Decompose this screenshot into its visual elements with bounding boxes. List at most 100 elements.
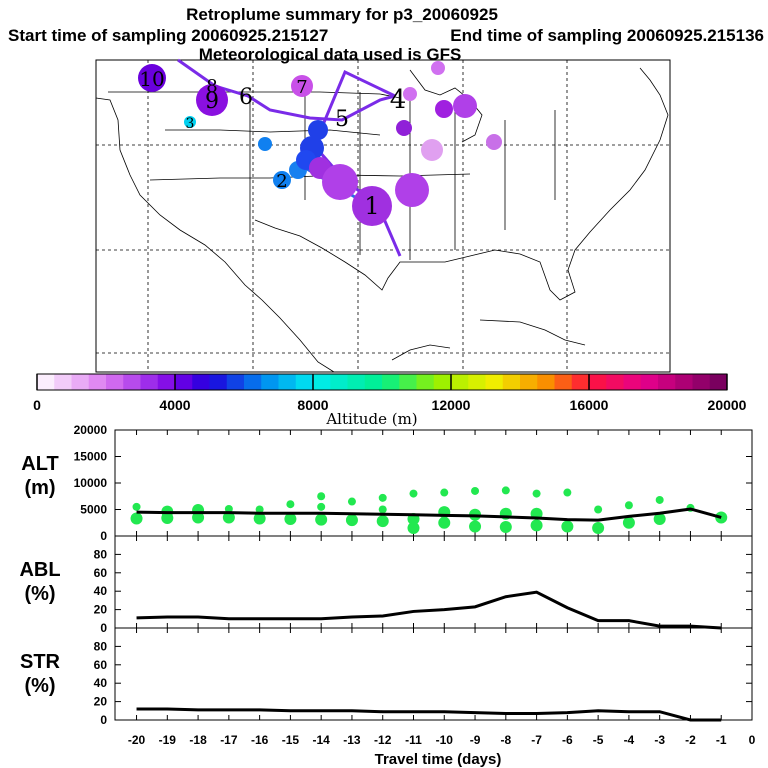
x-tick-label: -10 bbox=[436, 733, 454, 747]
scatter-point bbox=[438, 516, 451, 529]
colorbar-cell bbox=[416, 374, 435, 390]
colorbar-cell bbox=[433, 374, 452, 390]
y-tick-label: 80 bbox=[94, 639, 108, 653]
plume-circle bbox=[431, 61, 445, 75]
plume-circle bbox=[352, 186, 392, 226]
x-tick-label: -9 bbox=[470, 733, 481, 747]
plume-circle bbox=[421, 139, 443, 161]
x-tick-label: -12 bbox=[374, 733, 392, 747]
panel-ylabel: ABL bbox=[19, 559, 60, 581]
colorbar: 0 4000 8000 12000 16000 20000 Altitude (m) bbox=[33, 373, 747, 428]
scatter-point bbox=[284, 513, 297, 526]
scatter-point bbox=[192, 511, 205, 524]
colorbar-cell bbox=[157, 374, 176, 390]
panel-frame bbox=[114, 535, 753, 629]
scatter-point bbox=[409, 489, 418, 498]
colorbar-cell bbox=[485, 374, 504, 390]
plume-markers bbox=[138, 61, 502, 226]
plume-circle bbox=[258, 137, 272, 151]
plume-labels: 10 9 8 7 6 5 4 3 2 1 bbox=[139, 67, 406, 220]
colorbar-cell bbox=[244, 374, 262, 390]
scatter-point bbox=[469, 520, 482, 533]
x-tick-label: -7 bbox=[531, 733, 542, 747]
colorbar-tick-label: 20000 bbox=[708, 397, 747, 413]
scatter-point bbox=[592, 522, 605, 535]
colorbar-cell bbox=[382, 374, 400, 390]
scatter-point bbox=[594, 505, 603, 514]
colorbar-tick-label: 12000 bbox=[432, 397, 471, 413]
colorbar-cell bbox=[37, 374, 55, 390]
plume-circle bbox=[395, 173, 429, 207]
colorbar-cell bbox=[226, 374, 245, 390]
scatter-point bbox=[532, 489, 541, 498]
colorbar-tick-label: 4000 bbox=[159, 397, 190, 413]
colorbar-cell bbox=[54, 374, 72, 390]
colorbar-ticks: 0 4000 8000 12000 16000 20000 bbox=[33, 374, 747, 413]
scatter-point bbox=[132, 502, 141, 511]
y-tick-label: 10000 bbox=[74, 476, 108, 490]
series-line-abl bbox=[136, 590, 722, 630]
y-tick-label: 80 bbox=[94, 547, 108, 561]
colorbar-cell bbox=[589, 374, 607, 390]
colorbar-cell bbox=[71, 374, 90, 390]
y-tick-label: 40 bbox=[94, 676, 108, 690]
map-label-8: 8 bbox=[206, 76, 217, 97]
colorbar-label: Altitude (m) bbox=[325, 410, 417, 428]
panel-ylabel: ALT bbox=[21, 453, 58, 475]
plume-circle bbox=[273, 171, 291, 189]
map-label-3: 3 bbox=[186, 116, 195, 132]
map-label-10: 10 bbox=[139, 67, 164, 91]
colorbar-cell bbox=[468, 374, 486, 390]
scatter-point bbox=[561, 520, 574, 533]
scatter-point bbox=[499, 520, 512, 533]
colorbar-cell bbox=[554, 374, 573, 390]
x-tick-label: -8 bbox=[500, 733, 511, 747]
map-label-7: 7 bbox=[296, 77, 307, 98]
colorbar-cell bbox=[520, 374, 538, 390]
y-tick-label: 0 bbox=[100, 713, 107, 727]
scatter-point bbox=[376, 515, 389, 528]
x-tick-label: -6 bbox=[562, 733, 573, 747]
panel-alt: 20000 15000 10000 5000 0 ALT(m) bbox=[21, 423, 753, 543]
colorbar-cell bbox=[88, 374, 107, 390]
colorbar-cells bbox=[37, 374, 728, 390]
scatter-point bbox=[622, 516, 635, 529]
plume-circle bbox=[196, 84, 228, 116]
scatter-point bbox=[315, 513, 328, 526]
colorbar-cell bbox=[502, 374, 521, 390]
x-tick-label: -1 bbox=[716, 733, 727, 747]
x-tick-label: -14 bbox=[313, 733, 331, 747]
colorbar-cell bbox=[640, 374, 659, 390]
start-time: Start time of sampling 20060925.215127 bbox=[8, 26, 328, 45]
plume-circle bbox=[322, 164, 358, 200]
x-tick-label: 0 bbox=[749, 733, 756, 747]
y-tick-label: 5000 bbox=[80, 503, 107, 517]
colorbar-cell bbox=[192, 374, 210, 390]
map-label-6: 6 bbox=[239, 85, 253, 110]
panel-ylabel: (%) bbox=[24, 583, 55, 605]
scatter-point bbox=[378, 493, 387, 502]
series-line-alt bbox=[136, 507, 722, 522]
y-tick-label: 20 bbox=[94, 695, 108, 709]
colorbar-cell bbox=[623, 374, 642, 390]
scatter-point bbox=[440, 488, 449, 497]
x-tick-label: -20 bbox=[128, 733, 146, 747]
colorbar-cell bbox=[106, 374, 124, 390]
map-label-5: 5 bbox=[335, 107, 349, 132]
scatter-point bbox=[224, 504, 233, 513]
colorbar-cell bbox=[295, 374, 314, 390]
scatter-point bbox=[347, 497, 356, 506]
plume-circle bbox=[291, 75, 313, 97]
panel-ylabel: STR bbox=[20, 651, 61, 673]
colorbar-cell bbox=[606, 374, 624, 390]
colorbar-tick-label: 16000 bbox=[570, 397, 609, 413]
colorbar-cell bbox=[278, 374, 297, 390]
colorbar-cell bbox=[330, 374, 348, 390]
x-tick-label: -17 bbox=[220, 733, 238, 747]
panel-ylabel: (%) bbox=[24, 675, 55, 697]
colorbar-cell bbox=[658, 374, 676, 390]
met-data-note: Meteorological data used is GFS bbox=[199, 45, 462, 64]
map-label-1: 1 bbox=[364, 192, 379, 220]
colorbar-cell bbox=[209, 374, 228, 390]
colorbar-cell bbox=[347, 374, 366, 390]
